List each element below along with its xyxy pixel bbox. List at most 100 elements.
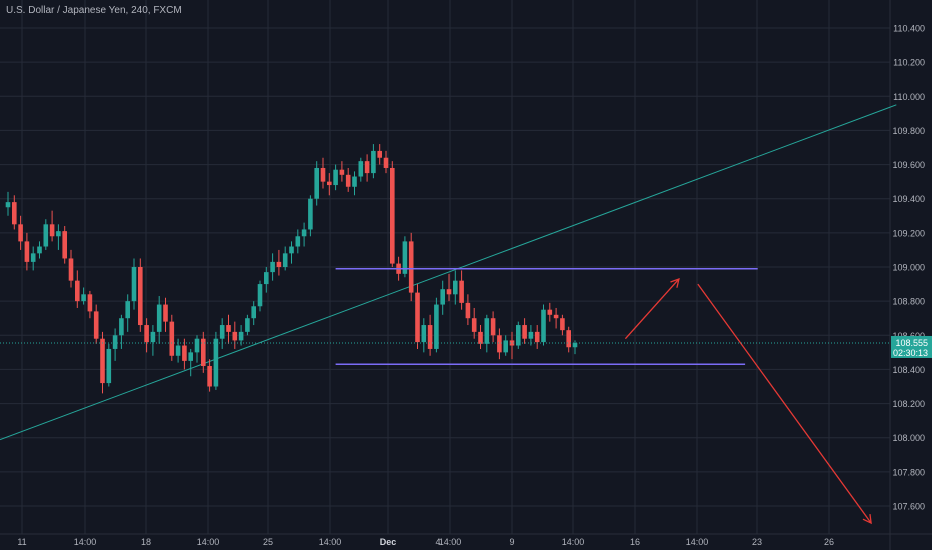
candle [308, 195, 313, 237]
candle-body [553, 314, 559, 319]
candle-body [358, 161, 364, 177]
candle [131, 258, 137, 310]
time-axis: 11 14:00 18 14:00 25 14:00 Dec 414:00 9 14:00 16 14… [17, 537, 834, 547]
candle [314, 161, 319, 206]
candle-body [541, 309, 546, 343]
candle-body [119, 318, 124, 336]
time-tick-label: 25 [263, 537, 273, 547]
candle-body [68, 258, 74, 281]
candle-body [320, 167, 326, 182]
projection-arrow-down [697, 283, 872, 525]
candle-body [163, 304, 168, 322]
candle [194, 335, 200, 363]
projection-arrow-down-shaft [697, 283, 872, 524]
time-tick-label: 26 [824, 537, 834, 547]
price-axis: 110.400 110.200 110.000 109.800 109.600 109.4… [892, 24, 925, 512]
price-tick-label: 109.600 [892, 160, 925, 170]
candle-body [87, 294, 93, 312]
candle [516, 321, 521, 349]
candle-body [516, 325, 521, 346]
candle-body [201, 338, 206, 367]
candle [339, 161, 345, 182]
trendline [0, 104, 897, 441]
price-tick-label: 108.400 [892, 365, 925, 375]
price-tick-label: 108.000 [892, 433, 925, 443]
candle [81, 287, 86, 305]
candle-body [427, 325, 433, 349]
candle [56, 224, 61, 250]
candle [490, 311, 496, 343]
candle [528, 325, 534, 346]
candle [471, 307, 477, 339]
price-tick-label: 108.800 [892, 297, 925, 307]
candle [245, 314, 250, 336]
candle-body [509, 340, 515, 346]
candle [68, 249, 74, 288]
candle [377, 144, 382, 165]
candle [358, 157, 364, 182]
candle-body [144, 325, 149, 343]
candle-body [138, 267, 143, 326]
candle-body [352, 176, 357, 187]
candle-body [226, 325, 231, 332]
price-tick-label: 110.400 [893, 24, 925, 34]
candle-body [62, 231, 67, 259]
candle-body [213, 338, 219, 387]
candle [301, 222, 307, 247]
candle-body [106, 348, 112, 384]
candle-body [560, 318, 565, 331]
candle [264, 267, 269, 293]
time-tick-label: 14:00 [562, 537, 585, 547]
price-tick-label: 108.200 [892, 399, 925, 409]
candle-body [408, 241, 414, 293]
time-tick-label: 16 [630, 537, 640, 547]
time-tick-label: 4 [435, 537, 440, 547]
candle-body [289, 246, 294, 254]
candle [345, 167, 351, 192]
candle [251, 301, 256, 326]
candle [465, 294, 471, 326]
candle [333, 164, 338, 191]
candle-body [188, 352, 193, 361]
candle-body [75, 280, 80, 302]
candle [37, 241, 42, 259]
candle-body [169, 321, 175, 356]
time-tick-label: 9 [509, 537, 514, 547]
candle [408, 232, 414, 302]
candle [163, 297, 168, 332]
candle-body [131, 267, 137, 302]
candle [207, 359, 212, 392]
candle-body [547, 309, 553, 315]
grid-lines [0, 0, 890, 534]
price-tick-label: 109.800 [892, 126, 925, 136]
candle-body [459, 280, 464, 303]
candle-body [182, 345, 187, 361]
candle-body [56, 231, 61, 237]
candle [541, 304, 546, 346]
candle [453, 270, 458, 305]
candle [112, 328, 118, 361]
candle-body [497, 335, 502, 353]
candle-body [402, 241, 408, 274]
candle [295, 229, 301, 254]
candle [182, 338, 187, 370]
candle-body [377, 150, 382, 158]
candle-body [566, 330, 571, 348]
time-tick-label: 14:00 [197, 537, 220, 547]
candle-body [150, 331, 156, 343]
candle [534, 325, 540, 349]
symbol-title: U.S. Dollar / Japanese Yen, 240, FXCM [6, 5, 182, 16]
candle [497, 328, 502, 360]
candle-body [421, 325, 427, 343]
candle [175, 338, 181, 363]
candle [62, 226, 67, 264]
candle-body [490, 318, 496, 336]
candle-body [364, 161, 370, 174]
time-tick-label: 14:00 [439, 537, 462, 547]
candle-body [245, 318, 250, 332]
candle [106, 343, 112, 387]
candle [383, 150, 389, 174]
